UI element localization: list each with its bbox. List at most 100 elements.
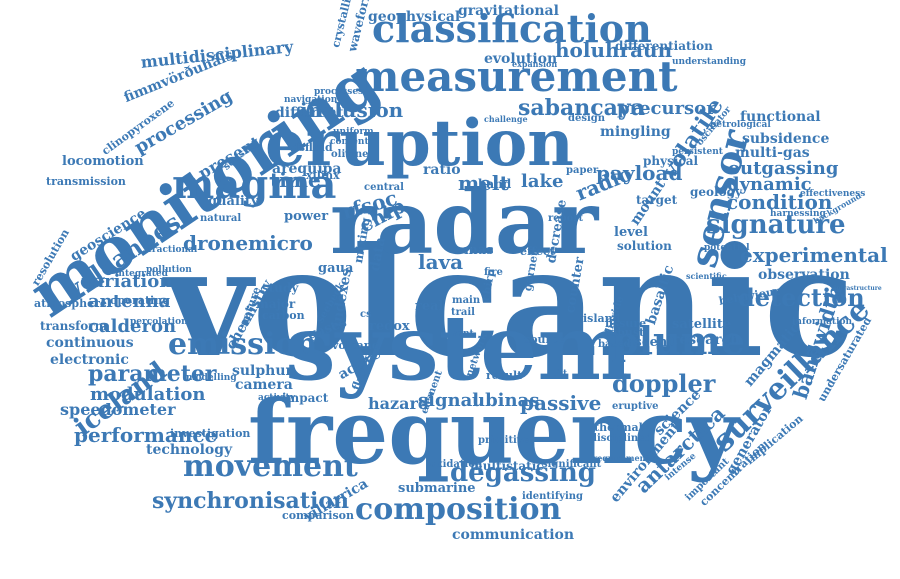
cloud-word-lake: lake <box>521 171 564 192</box>
cloud-word-eruptive: eruptive <box>612 401 659 412</box>
cloud-word-detection: detection <box>738 283 865 312</box>
cloud-word-pollution: pollution <box>146 265 192 275</box>
cloud-word-radar: radar <box>330 170 599 274</box>
cloud-word-design: design <box>568 113 606 124</box>
cloud-word-inclusion: inclusion <box>300 98 404 122</box>
cloud-word-based: based <box>598 339 631 350</box>
cloud-word-activity: activity <box>258 393 295 403</box>
cloud-word-signal: signal <box>418 390 480 411</box>
cloud-word-composition: composition <box>355 492 562 527</box>
cloud-word-atmosphere: atmosphere <box>34 297 107 310</box>
cloud-word-condition: condition <box>726 190 833 214</box>
cloud-word-trail: trail <box>451 307 475 318</box>
cloud-word-uniform: uniform <box>333 127 374 137</box>
cloud-word-locomotion: locomotion <box>62 154 144 169</box>
cloud-word-oxidation: oxidation <box>430 459 483 470</box>
cloud-word-functional: functional <box>740 109 821 125</box>
cloud-word-main: main <box>452 295 481 306</box>
cloud-word-fire: fire <box>484 267 503 278</box>
cloud-word-satellite: satellite <box>672 317 732 332</box>
cloud-word-navigation: navigation <box>284 95 338 105</box>
cloud-word-infrastructure: infrastructure <box>834 285 882 292</box>
cloud-word-tilt: tilt <box>552 369 568 379</box>
cloud-word-real: real <box>415 299 444 314</box>
cloud-word-information: information <box>792 317 853 327</box>
cloud-word-multistatic: multistatic <box>470 459 544 473</box>
cloud-word-sabancaya: sabancaya <box>518 95 645 121</box>
cloud-word-subsidence: subsidence <box>742 131 830 147</box>
cloud-word-classification: classification <box>372 6 652 51</box>
cloud-word-variation: variation <box>82 271 173 292</box>
cloud-word-robust: robust <box>604 326 645 339</box>
cloud-word-time: time <box>270 168 321 192</box>
cloud-word-result: result <box>486 369 523 382</box>
cloud-word-calderon: calderon <box>88 316 177 337</box>
cloud-word-continuous: continuous <box>46 335 134 351</box>
cloud-word-technology: technology <box>146 442 233 458</box>
cloud-word-power: power <box>284 209 329 224</box>
cloud-word-sulphur: sulphur <box>232 363 293 379</box>
cloud-word-system: system <box>285 295 633 401</box>
cloud-word-evolution: evolution <box>484 51 558 67</box>
cloud-word-report: report <box>548 213 584 224</box>
cloud-word-gravitational: gravitational <box>458 3 559 19</box>
cloud-word-doppler: doppler <box>612 369 716 398</box>
cloud-word-communication: communication <box>452 527 575 543</box>
cloud-word-antenna: antenna <box>88 291 171 312</box>
cloud-word-dsfluid: dsfluid <box>291 141 333 154</box>
cloud-word-central: central <box>364 182 404 193</box>
cloud-word-level: level <box>614 225 648 240</box>
cloud-word-speedometer: speedometer <box>60 400 176 419</box>
cloud-word-plume: plume <box>612 318 746 363</box>
cloud-word-volcanic: volcanic <box>165 215 856 391</box>
cloud-word-source: source <box>524 333 566 346</box>
cloud-word-paper: paper <box>566 165 599 176</box>
cloud-word-melt: melt <box>458 171 509 195</box>
cloud-word-vent: vent <box>452 329 474 339</box>
cloud-word-movement: movement <box>183 449 358 484</box>
cloud-word-differentiation: differentiation <box>615 39 713 53</box>
cloud-word-investigation: investigation <box>170 427 251 440</box>
cloud-word-content: content <box>330 137 369 147</box>
cloud-word-quality: quality <box>208 194 259 209</box>
cloud-word-olivine: olivine <box>331 149 369 160</box>
cloud-word-ubinas: ubinas <box>472 390 540 411</box>
cloud-word-camera: camera <box>235 377 293 393</box>
cloud-word-arequipa: arequipa <box>272 161 342 177</box>
cloud-word-integrated: integrated <box>115 269 168 279</box>
cloud-word-parameter: parameter <box>88 361 217 387</box>
cloud-word-different: different <box>275 105 344 121</box>
cloud-word-major: major <box>256 297 296 311</box>
cloud-word-geology: geology <box>690 185 742 199</box>
cloud-word-multi-gas: multi-gas <box>735 145 810 161</box>
cloud-word-transmission: transmission <box>46 175 126 188</box>
cloud-word-research: research <box>672 332 741 348</box>
cloud-word-geophysical: geophysical <box>368 9 461 25</box>
cloud-word-degassing: degassing <box>450 458 596 488</box>
cloud-word-lava: lava <box>418 250 464 274</box>
cloud-word-scientific: scientific <box>686 271 727 281</box>
cloud-word-gaua: gaua <box>318 261 354 276</box>
cloud-word-expansion: expansion <box>512 59 558 69</box>
cloud-word-outgassing: outgassing <box>728 158 839 179</box>
cloud-word-xilinx: xilinx <box>306 169 340 182</box>
cloud-word-submarine: submarine <box>398 481 476 496</box>
cloud-word-processes: processes <box>314 87 364 97</box>
cloud-word-operating: operating <box>110 294 170 307</box>
cloud-word-mingling: mingling <box>600 124 671 140</box>
cloud-word-challenge: challenge <box>484 114 528 124</box>
cloud-word-cs: cs <box>360 309 372 320</box>
cloud-word-island: island <box>583 312 621 325</box>
cloud-word-eruption: eruption <box>265 106 574 181</box>
cloud-word-precursor: precursor <box>617 98 716 119</box>
cloud-word-modelling: modelling <box>186 373 237 383</box>
cloud-word-electronic: electronic <box>50 352 129 368</box>
cloud-word-petrological: petrological <box>710 120 771 130</box>
cloud-word-emission: emission <box>168 327 318 362</box>
cloud-word-transform: transform <box>40 319 108 333</box>
cloud-word-effectiveness: effectiveness <box>800 189 866 199</box>
cloud-word-passive: passive <box>520 391 602 415</box>
cloud-word-redox: redox <box>369 319 410 334</box>
cloud-word-study: study <box>262 281 299 295</box>
